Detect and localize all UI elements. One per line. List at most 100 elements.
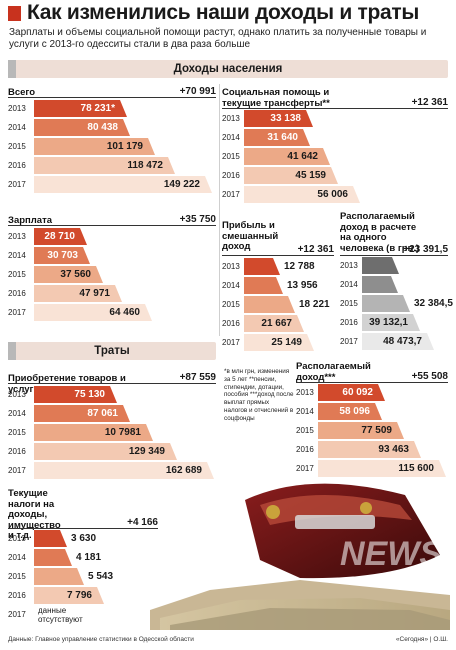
bar-value-label: 60 092 [342, 387, 373, 398]
chart-social: Социальная помощь и текущие трансферты**… [222, 87, 448, 205]
section-marker [8, 342, 16, 360]
year-label: 2015 [222, 152, 240, 161]
chart-rule [8, 97, 216, 98]
title-marker [8, 6, 21, 21]
chart-title: Всего [8, 87, 36, 98]
bar-2013 [362, 257, 399, 274]
chart-delta: +12 361 [297, 244, 334, 255]
bar-value-label: 93 463 [378, 444, 409, 455]
subtitle: Зарплаты и объемы социальной помощи раст… [9, 27, 427, 50]
bar-2014 [244, 129, 310, 146]
year-label: 2017 [8, 466, 26, 475]
year-label: 2013 [296, 388, 314, 397]
year-label: 2015 [8, 142, 26, 151]
bar-value-label: 10 7981 [104, 427, 141, 438]
bar-value-label: 101 179 [106, 141, 143, 152]
bar-value-label: 78 231* [80, 103, 115, 114]
bar-value-label: 33 138 [270, 113, 301, 124]
bar-value-label: 21 667 [261, 318, 292, 329]
chart-salary: Зарплата +35 750 2013 28 710 2014 30 703 2015 3… [8, 214, 216, 323]
bar-2017 [244, 186, 360, 203]
chart-percapita: Располагаемый доход в расчете на одного … [340, 211, 453, 352]
section-spending-header: Траты [8, 342, 216, 360]
bar-2015 [34, 138, 155, 155]
bar-2013 [34, 530, 67, 547]
year-label: 2015 [296, 426, 314, 435]
bar-value-label: 80 438 [87, 122, 118, 133]
bar-2014 [318, 403, 382, 420]
bar-value-label: 64 460 [109, 307, 140, 318]
bar-value-label: данные отсутствуют [38, 606, 83, 624]
section-marker [8, 60, 16, 78]
bar-2016 [34, 587, 104, 604]
year-label: 2014 [8, 251, 26, 260]
section-spending-label: Траты [94, 345, 130, 357]
bar-2016 [34, 285, 122, 302]
chart-rule [340, 255, 448, 256]
bar-value-label: 4 181 [76, 552, 102, 563]
bar-value-label: 58 096 [339, 406, 370, 417]
bar-value-label: 3 630 [71, 533, 97, 544]
year-label: 2017 [340, 337, 358, 346]
bar-2017 [34, 462, 214, 479]
year-label: 2013 [340, 261, 358, 270]
chart-title: Прибыль и смешанный доход [222, 220, 279, 252]
year-label: 2015 [8, 572, 26, 581]
year-label: 2013 [8, 390, 26, 399]
chart-rule [8, 528, 158, 529]
bar-2016 [362, 314, 420, 331]
bar-2015 [34, 424, 153, 441]
bar-value-label: 162 689 [165, 465, 202, 476]
year-label: 2015 [222, 300, 240, 309]
year-label: 2016 [296, 445, 314, 454]
bar-value-label: 25 149 [271, 337, 302, 348]
year-label: 2015 [8, 270, 26, 279]
chart-rule [8, 225, 216, 226]
chart-profit: Прибыль и смешанный доход +12 361 2013 12 7… [222, 220, 334, 353]
year-label: 2014 [340, 280, 358, 289]
chart-delta: +55 508 [411, 371, 448, 382]
bar-value-label: 48 473,7 [383, 336, 422, 347]
bar-2017 [362, 333, 434, 350]
year-label: 2014 [296, 407, 314, 416]
year-label: 2016 [340, 318, 358, 327]
bar-2015 [244, 296, 295, 313]
bar-value-label: 30 703 [47, 250, 78, 261]
bar-value-label: 77 509 [361, 425, 392, 436]
bar-value-label: 45 159 [295, 170, 326, 181]
bar-value-label: 5 543 [88, 571, 114, 582]
bar-2014 [34, 119, 130, 136]
chart-delta: +87 559 [179, 372, 216, 383]
chart-delta: +70 991 [179, 86, 216, 97]
wallet-photo: NEWS [150, 483, 450, 630]
bar-2015 [34, 568, 84, 585]
year-label: 2017 [8, 610, 26, 619]
bar-2013 [318, 384, 385, 401]
bar-2014 [244, 277, 283, 294]
year-label: 2014 [222, 133, 240, 142]
credit-note: «Сегодня» | О.Ш. [395, 636, 448, 643]
chart-delta: +4 166 [127, 517, 158, 528]
bar-2013 [34, 228, 87, 245]
year-label: 2016 [8, 591, 26, 600]
year-label: 2017 [8, 180, 26, 189]
bar-value-label: 149 222 [163, 179, 200, 190]
year-label: 2016 [8, 447, 26, 456]
year-label: 2013 [222, 114, 240, 123]
bar-2013 [34, 386, 117, 403]
chart-disposable: Располагаемый доход*** +55 508 2013 60 092 2… [296, 361, 448, 479]
year-label: 2013 [8, 104, 26, 113]
year-label: 2016 [222, 171, 240, 180]
column-divider [219, 84, 220, 336]
year-label: 2015 [340, 299, 358, 308]
footnotes: *в млн грн, изменения за 5 лет **пенсии,… [224, 368, 294, 422]
bar-value-label: 37 560 [60, 269, 91, 280]
watermark-text: NEWS [340, 535, 442, 573]
bar-value-label: 56 006 [317, 189, 348, 200]
bar-value-label: 25 082,2 [403, 260, 442, 271]
chart-title: Располагаемый доход в расчете на одного … [340, 211, 420, 254]
bar-2016 [34, 157, 175, 174]
bar-value-label: 41 642 [287, 151, 318, 162]
chart-rule [222, 255, 334, 256]
chart-purchases: Приобретение товаров и услуг +87 559 2013 7… [8, 372, 216, 481]
